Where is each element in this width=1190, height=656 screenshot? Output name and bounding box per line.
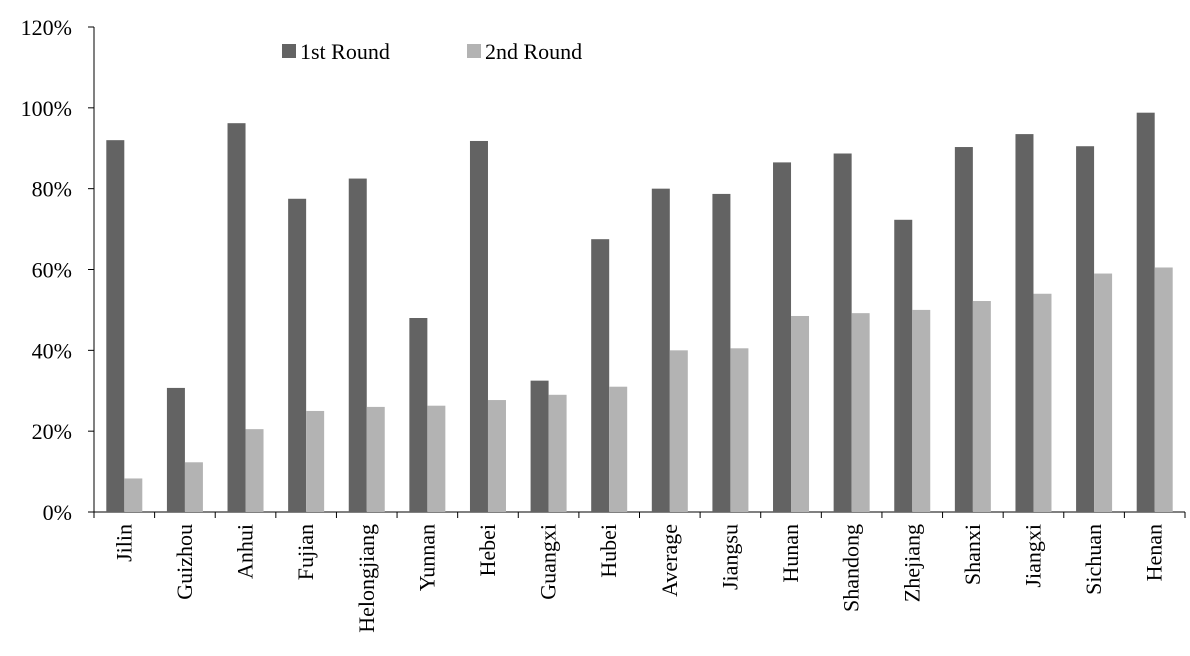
- legend: 1st Round 2nd Round: [282, 39, 582, 64]
- y-tick-label: 0%: [43, 500, 72, 525]
- bar-2nd-round: [730, 348, 749, 512]
- bar-1st-round: [469, 140, 488, 512]
- bar-1st-round: [288, 198, 307, 513]
- bar-1st-round: [530, 380, 549, 512]
- bar-1st-round: [348, 178, 367, 512]
- bar-1st-round: [954, 147, 973, 512]
- x-category-label: Henan: [1142, 524, 1167, 581]
- x-category-label: Hubei: [596, 524, 621, 578]
- bar-1st-round: [833, 153, 852, 513]
- legend-swatch-1st-round: [282, 44, 296, 58]
- bar-2nd-round: [124, 478, 143, 512]
- x-category-label: Jilin: [111, 524, 136, 562]
- y-tick-label: 20%: [32, 419, 72, 444]
- x-category-label: Zhejiang: [899, 524, 924, 602]
- bar-2nd-round: [912, 309, 931, 512]
- legend-label-1st-round: 1st Round: [300, 39, 390, 64]
- bar-2nd-round: [791, 315, 810, 512]
- bar-2nd-round: [184, 462, 203, 512]
- bar-1st-round: [773, 162, 792, 513]
- bar-1st-round: [651, 188, 670, 512]
- x-category-label: Helongjiang: [354, 524, 379, 633]
- x-category-label: Yunnan: [414, 524, 439, 591]
- bar-1st-round: [227, 123, 246, 513]
- y-tick-label: 120%: [21, 15, 72, 40]
- x-category-label: Anhui: [233, 524, 258, 579]
- bar-2nd-round: [245, 429, 264, 512]
- bar-2nd-round: [366, 406, 385, 512]
- legend-swatch-2nd-round: [467, 44, 481, 58]
- x-axis: Jilin Guizhou Anhui Fujian Helongjiang Yunnan…: [93, 511, 1186, 633]
- bar-2nd-round: [306, 410, 325, 512]
- y-axis: 0% 20% 40% 60% 80% 100% 120%: [21, 15, 95, 525]
- bar-2nd-round: [1154, 267, 1173, 512]
- bar-1st-round: [712, 193, 731, 512]
- legend-label-2nd-round: 2nd Round: [485, 39, 582, 64]
- bar-1st-round: [591, 239, 610, 512]
- bar-2nd-round: [1094, 273, 1113, 512]
- x-category-label: Guangxi: [536, 524, 561, 600]
- bar-2nd-round: [1033, 293, 1052, 512]
- y-tick-label: 80%: [32, 177, 72, 202]
- x-category-label: Shanxi: [960, 524, 985, 585]
- bar-2nd-round: [669, 350, 688, 512]
- y-tick-label: 100%: [21, 96, 72, 121]
- x-category-label: Average: [657, 524, 682, 597]
- bar-1st-round: [894, 219, 913, 512]
- bar-2nd-round: [548, 394, 567, 512]
- x-category-label: Guizhou: [172, 524, 197, 600]
- bars: [106, 112, 1173, 513]
- x-category-label: Hebei: [475, 524, 500, 577]
- bar-1st-round: [1015, 134, 1034, 512]
- x-category-label: Fujian: [293, 524, 318, 580]
- x-category-label: Jiangsu: [717, 524, 742, 590]
- bar-1st-round: [1076, 146, 1095, 512]
- bar-1st-round: [106, 140, 125, 512]
- x-category-label: Sichuan: [1081, 524, 1106, 595]
- bar-1st-round: [409, 318, 428, 512]
- bar-2nd-round: [487, 400, 506, 512]
- bar-1st-round: [1136, 112, 1155, 512]
- x-category-label: Hunan: [778, 524, 803, 583]
- bar-2nd-round: [427, 405, 446, 512]
- y-tick-label: 60%: [32, 258, 72, 283]
- bar-2nd-round: [851, 313, 870, 512]
- x-category-label: Jiangxi: [1020, 524, 1045, 588]
- x-category-label: Shandong: [839, 524, 864, 612]
- y-tick-label: 40%: [32, 338, 72, 363]
- bar-2nd-round: [972, 301, 991, 512]
- bar-1st-round: [166, 387, 185, 512]
- bar-2nd-round: [609, 386, 628, 512]
